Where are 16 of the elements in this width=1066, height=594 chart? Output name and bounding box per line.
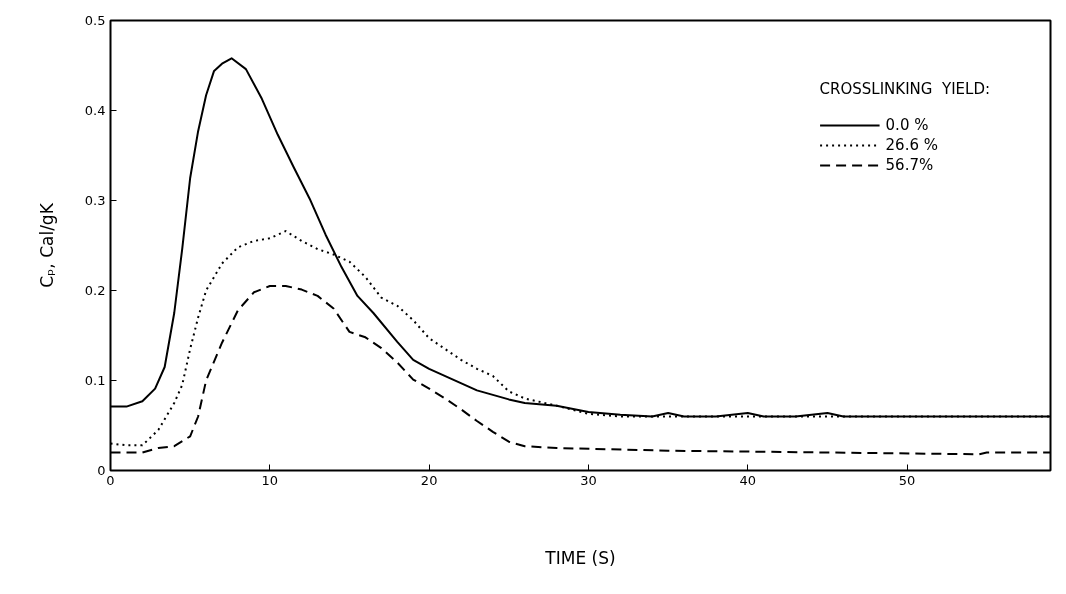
y-tick-label: 0.4 (84, 103, 106, 118)
y-tick-label: 0.1 (84, 373, 106, 388)
legend-title: CROSSLINKING YIELD: (819, 80, 990, 98)
x-tick-label: 50 (898, 472, 916, 488)
legend-label: 26.6 % (885, 136, 938, 154)
legend-label: 56.7% (885, 156, 934, 174)
x-tick-label: 30 (580, 472, 597, 488)
x-tick-label: 10 (261, 472, 279, 488)
x-tick-label: 20 (420, 472, 438, 488)
y-tick-label: 0.2 (84, 283, 106, 298)
x-axis-title: TIME (S) (544, 547, 616, 568)
y-axis-title: Cₚ, Cal/gK (36, 202, 57, 288)
legend-label: 0.0 % (885, 116, 929, 134)
y-tick-label: 0.5 (84, 13, 106, 28)
y-tick-label: 0.3 (84, 193, 106, 208)
x-tick-label: 40 (739, 472, 757, 488)
